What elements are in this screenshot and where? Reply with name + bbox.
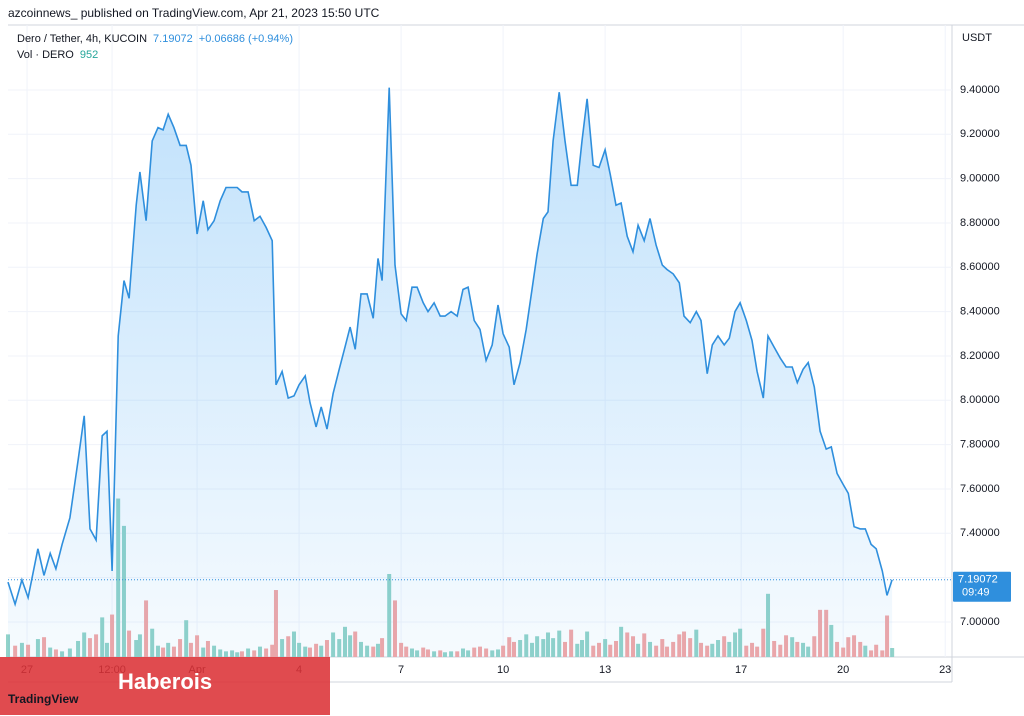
- banner-text: Haberois: [118, 669, 213, 694]
- y-tick-label: 9.20000: [960, 128, 1000, 140]
- price-change: +0.06686 (+0.94%): [198, 33, 293, 45]
- volume-bar: [890, 648, 895, 657]
- y-tick-label: 9.40000: [960, 84, 1000, 96]
- banner: Haberois TradingView: [0, 657, 330, 715]
- y-tick-label: 8.20000: [960, 350, 1000, 362]
- y-tick-label: 7.00000: [960, 616, 1000, 628]
- y-tick-label: 9.00000: [960, 173, 1000, 185]
- x-tick-label: 13: [599, 664, 611, 676]
- y-tick-label: 8.00000: [960, 394, 1000, 406]
- price-line: [7, 87, 893, 607]
- y-tick-label: 7.60000: [960, 483, 1000, 495]
- last-price: 7.19072: [153, 33, 193, 45]
- last-volume: 952: [79, 49, 99, 61]
- price-tag: [953, 571, 1011, 602]
- y-tick-label: 8.80000: [960, 217, 1000, 229]
- y-tick-label: 8.60000: [960, 261, 1000, 273]
- legend-volume: Vol · DERO 952: [17, 49, 98, 61]
- x-tick-label: 17: [735, 664, 747, 676]
- countdown: 09:49: [962, 587, 990, 599]
- y-tick-label: 8.40000: [960, 306, 1000, 318]
- legend-entry: Vol · DERO: [17, 49, 74, 61]
- watermark: TradingView: [8, 692, 79, 706]
- x-tick-label: 7: [398, 664, 404, 676]
- x-tick-label: 23: [939, 664, 951, 676]
- price-area: [8, 87, 893, 657]
- legend-entry: Dero / Tether, 4h, KUCOIN: [17, 33, 148, 45]
- price-tag-label: 7.19072: [958, 574, 998, 586]
- legend-price: Dero / Tether, 4h, KUCOIN 7.19072 +0.066…: [17, 33, 293, 45]
- y-tick-label: 7.40000: [960, 527, 1000, 539]
- publisher: azcoinnews_ published on TradingView.com…: [8, 6, 380, 20]
- x-tick-label: 20: [837, 664, 849, 676]
- x-tick-label: 10: [497, 664, 509, 676]
- y-tick-label: 7.80000: [960, 439, 1000, 451]
- currency: USDT: [962, 32, 992, 44]
